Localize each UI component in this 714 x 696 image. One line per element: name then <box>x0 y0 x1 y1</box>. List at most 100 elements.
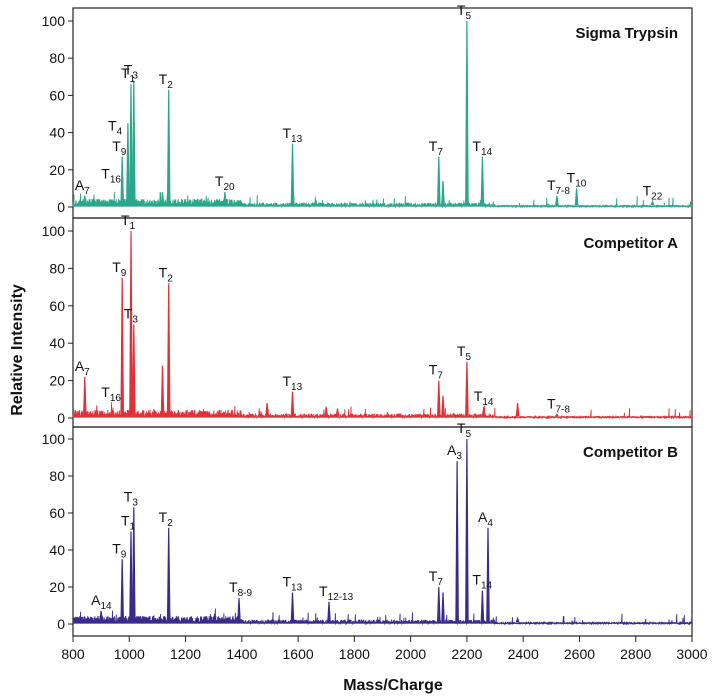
x-tick-label: 2000 <box>395 646 426 662</box>
panel-title: Sigma Trypsin <box>575 25 678 42</box>
x-tick-label: 1600 <box>283 646 314 662</box>
spectrum-peak <box>290 143 295 206</box>
spectrum-peak <box>465 438 469 623</box>
peak-annotation: A7 <box>75 358 90 378</box>
spectrum-peak <box>327 601 331 623</box>
spectrum-peak <box>126 123 130 206</box>
spectrum-peak <box>480 156 485 206</box>
panel-title: Competitor B <box>583 444 678 461</box>
spectrum-peak <box>83 376 87 417</box>
peak-annotation: T9 <box>112 540 127 560</box>
x-tick-label: 1000 <box>114 646 145 662</box>
peak-annotation: T7-8 <box>547 395 570 415</box>
spectrum-peak <box>515 402 520 417</box>
spectrum-peak <box>132 507 136 623</box>
peak-annotation: T2 <box>159 509 174 529</box>
spectrum-peak <box>290 391 295 417</box>
x-axis: 800 1000 1200 1400 1600 1800 2000 2200 2400 2600 2… <box>61 636 708 662</box>
peak-annotation: T14 <box>472 138 492 158</box>
spectrum-peak <box>465 20 469 206</box>
peak-annotation: T4 <box>108 117 123 137</box>
spectrum-peak <box>132 80 136 206</box>
spectrum-peak <box>555 413 559 417</box>
peak-annotation: T7 <box>429 568 444 588</box>
peak-annotation: T2 <box>159 264 174 284</box>
peak-annotation: T8-9 <box>229 579 252 599</box>
spectrum-peak <box>480 590 485 623</box>
spectrum-peak <box>83 195 87 206</box>
peak-annotation: T5 <box>457 420 472 440</box>
y-tick-label: 80 <box>49 260 65 276</box>
peak-annotation: T7 <box>429 362 444 382</box>
spectrum-peak <box>486 527 490 623</box>
y-tick-label: 100 <box>42 13 66 29</box>
x-tick-label: 2600 <box>564 646 595 662</box>
spectrum-peak <box>166 283 171 417</box>
spectrum-peak <box>120 156 124 206</box>
y-tick-label: 0 <box>57 410 65 426</box>
y-tick-label: 60 <box>49 87 65 103</box>
spectrum-peak <box>335 408 340 417</box>
peak-annotation: T12-13 <box>319 583 354 603</box>
spectrum-peak <box>120 277 124 417</box>
peak-annotation: A14 <box>91 592 112 612</box>
x-tick-label: 1200 <box>170 646 201 662</box>
y-tick-label: 0 <box>57 199 65 215</box>
peak-annotation: T9 <box>112 138 127 158</box>
spectrum-peak <box>650 199 655 206</box>
y-tick-label: 20 <box>49 162 65 178</box>
y-tick-label: 60 <box>49 298 65 314</box>
peak-annotation: T16 <box>101 166 121 186</box>
peak-annotation: T7 <box>429 138 444 158</box>
y-tick-label: 0 <box>57 616 65 632</box>
y-tick-label: 20 <box>49 373 65 389</box>
y-axis-title: Relative Intensity <box>9 284 26 416</box>
spectrum-peak <box>129 230 133 417</box>
y-tick-label: 100 <box>42 431 66 447</box>
spectrum-peak <box>465 361 469 417</box>
spectrum-peak <box>265 402 269 417</box>
peak-annotation: T9 <box>112 259 127 279</box>
peak-annotation: T14 <box>472 572 492 592</box>
spectrum-peak <box>166 89 171 206</box>
panel-title: Competitor A <box>584 235 679 252</box>
peak-annotation: T13 <box>282 373 302 393</box>
x-tick-label: 2200 <box>451 646 482 662</box>
y-tick-label: 80 <box>49 468 65 484</box>
y-tick-label: 60 <box>49 505 65 521</box>
peak-annotation: T2 <box>159 71 174 91</box>
y-tick-label: 100 <box>42 223 66 239</box>
y-tick-label: 20 <box>49 579 65 595</box>
peak-annotation: T20 <box>215 173 235 193</box>
spectrum-peak <box>237 598 241 623</box>
spectrum-peak <box>223 192 227 206</box>
y-tick-label: 40 <box>49 542 65 558</box>
spectrum-peak <box>132 324 136 417</box>
spectrum-peak <box>574 188 579 206</box>
x-tick-label: 800 <box>61 646 85 662</box>
peak-annotation: T3 <box>124 488 139 508</box>
spectrum-peak <box>437 586 441 623</box>
x-tick-label: 2400 <box>508 646 539 662</box>
peak-annotation: T16 <box>101 384 121 404</box>
peak-annotation: T5 <box>457 2 472 22</box>
baseline-trace <box>72 191 693 209</box>
y-tick-label: 80 <box>49 50 65 66</box>
peak-annotation: A4 <box>478 509 493 529</box>
spectrum-peak <box>441 180 445 206</box>
x-tick-label: 2800 <box>620 646 651 662</box>
spectrum-peak <box>99 610 103 623</box>
y-tick-label: 40 <box>49 125 65 141</box>
x-tick-label: 3000 <box>676 646 707 662</box>
spectrum-peak <box>166 527 171 623</box>
peak-annotation: T5 <box>457 343 472 363</box>
spectrum-peak <box>290 592 295 623</box>
spectrum-peak <box>129 84 133 206</box>
spectrum-peak <box>120 559 124 623</box>
baseline-trace <box>72 608 693 626</box>
spectrum-peak <box>437 380 441 417</box>
